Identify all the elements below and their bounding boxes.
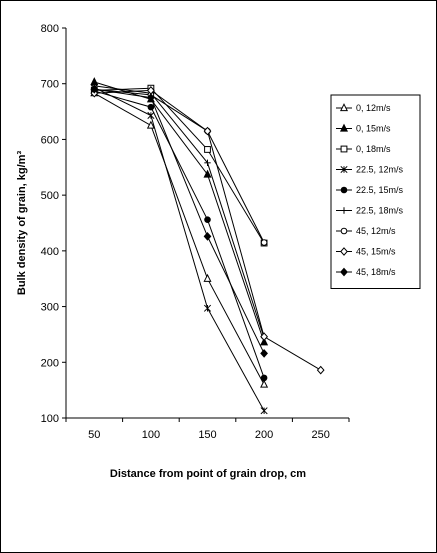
- data-point: [146, 120, 155, 129]
- y-tick-label: 700: [41, 79, 59, 91]
- series-9: [90, 84, 268, 358]
- data-point: [260, 332, 268, 342]
- series-5: [91, 87, 268, 382]
- data-point: [204, 146, 211, 153]
- legend-marker: [340, 267, 348, 277]
- series-1: [90, 88, 269, 388]
- x-tick-label: 150: [198, 429, 216, 441]
- legend-label: 0, 15m/s: [356, 124, 391, 134]
- series-line: [94, 87, 265, 244]
- legend-marker: [340, 207, 348, 214]
- data-point: [90, 84, 99, 94]
- x-tick-label: 250: [312, 429, 330, 441]
- data-point: [203, 273, 212, 282]
- series-line: [94, 81, 265, 343]
- legend-entry: 45, 12m/s: [336, 226, 396, 236]
- x-axis-label: Distance from point of grain drop, cm: [110, 468, 306, 480]
- data-point: [203, 126, 212, 136]
- series-3: [90, 84, 268, 247]
- x-tick-label: 50: [88, 429, 100, 441]
- data-point: [260, 349, 268, 358]
- series-4: [90, 84, 268, 415]
- legend-entry: 22.5, 18m/s: [336, 206, 404, 216]
- legend-marker: [340, 247, 348, 256]
- data-point: [260, 374, 268, 382]
- data-point: [260, 379, 269, 388]
- legend-label: 45, 15m/s: [356, 247, 396, 257]
- x-tick-label: 200: [255, 429, 273, 441]
- legend-marker: [340, 145, 348, 153]
- legend-marker: [340, 227, 348, 235]
- axes: 100 200 300 400 500 600 700 800 50 100 150 200 250: [41, 23, 350, 441]
- data-point: [203, 169, 212, 178]
- y-axis-label: Bulk density of grain, kg/m³: [16, 151, 28, 296]
- legend-entry: 22.5, 12m/s: [336, 165, 404, 175]
- y-tick-label: 300: [41, 302, 59, 314]
- y-tick-label: 400: [41, 246, 59, 258]
- data-point: [203, 304, 212, 312]
- data-point: [147, 93, 155, 102]
- y-tick-label: 600: [41, 134, 59, 146]
- data-point: [147, 103, 155, 111]
- legend-entry: 45, 18m/s: [336, 267, 396, 277]
- legend-marker: [340, 186, 348, 194]
- data-point: [260, 407, 268, 415]
- data-point: [147, 111, 155, 120]
- legend-entry: 0, 15m/s: [336, 124, 391, 134]
- data-point: [316, 365, 325, 375]
- data-point: [260, 337, 269, 346]
- legend-label: 22.5, 15m/s: [356, 185, 404, 195]
- x-tick-label: 100: [142, 429, 160, 441]
- y-tick-label: 100: [41, 413, 59, 425]
- series-line: [94, 85, 265, 338]
- series-8: [90, 86, 325, 375]
- series-line: [94, 90, 265, 379]
- legend-label: 45, 12m/s: [356, 226, 396, 236]
- legend-label: 0, 12m/s: [356, 103, 391, 113]
- y-tick-label: 500: [41, 190, 59, 202]
- legend-entry: 0, 18m/s: [336, 144, 391, 154]
- y-tick-label: 200: [41, 357, 59, 369]
- legend-label: 0, 18m/s: [356, 144, 391, 154]
- legend-entry: 22.5, 15m/s: [336, 185, 404, 195]
- series-line: [94, 87, 265, 412]
- series-line: [94, 92, 265, 385]
- series-line: [94, 88, 265, 354]
- data-point: [204, 216, 211, 223]
- series-layer: [90, 77, 325, 415]
- legend-entry: 0, 12m/s: [336, 103, 391, 113]
- legend-marker: [340, 165, 348, 174]
- y-tick-label: 800: [41, 23, 59, 35]
- legend-marker: [339, 123, 349, 132]
- data-point: [203, 232, 212, 241]
- legend: 0, 12m/s 0, 15m/s 0, 18m/s 22.5, 12m/s 22.5,…: [330, 94, 421, 289]
- legend-entry: 45, 15m/s: [336, 247, 396, 257]
- data-point: [260, 239, 268, 246]
- legend-marker: [339, 103, 349, 112]
- legend-label: 22.5, 18m/s: [356, 206, 404, 216]
- data-point: [204, 159, 211, 167]
- legend-label: 45, 18m/s: [356, 267, 396, 277]
- legend-label: 22.5, 12m/s: [356, 165, 404, 175]
